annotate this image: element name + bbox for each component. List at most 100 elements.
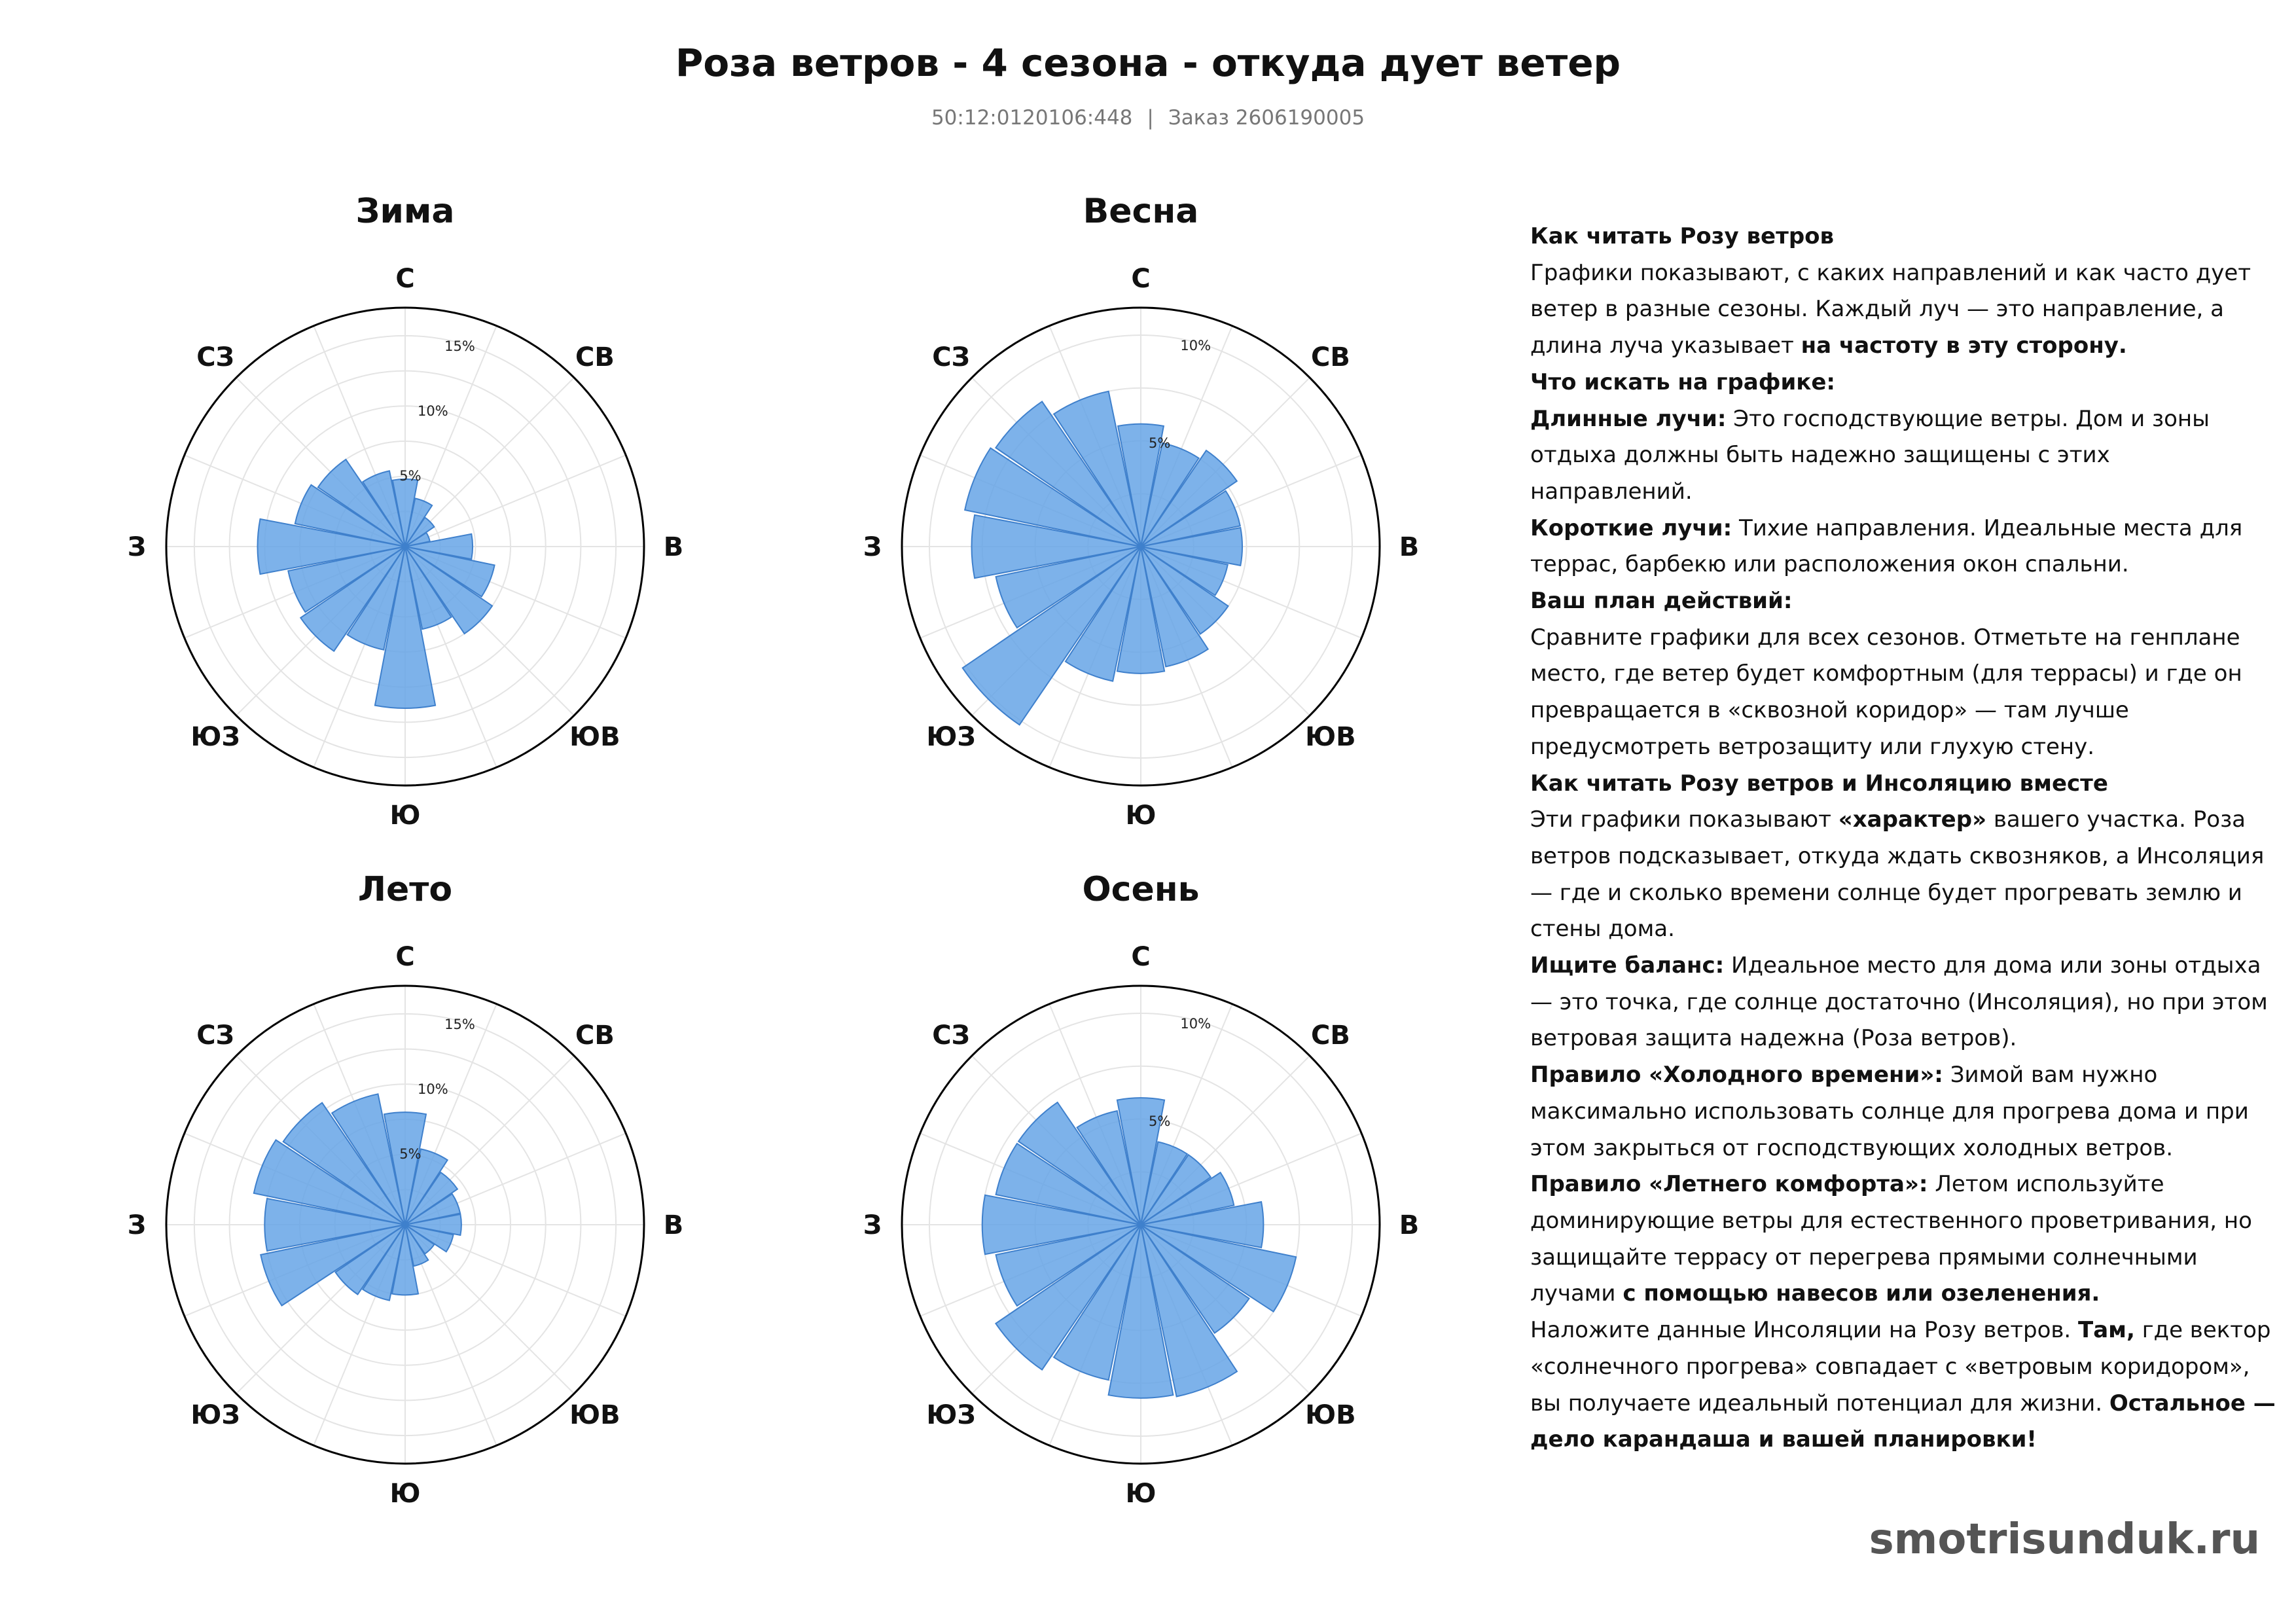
- direction-label: В: [664, 532, 684, 562]
- direction-label: Ю: [390, 1479, 421, 1509]
- grid-ring: [193, 1013, 617, 1437]
- wind-petal: [1140, 1171, 1235, 1225]
- wind-petal: [264, 1197, 406, 1252]
- wind-petal: [1140, 442, 1200, 547]
- wind-petal: [391, 1224, 420, 1296]
- wind-petal: [383, 1111, 427, 1225]
- legend-text: где вектор «солнечного прогрева» совпада…: [1530, 1317, 2271, 1416]
- direction-label: В: [1399, 532, 1420, 562]
- wind-petal: [260, 1224, 406, 1307]
- direction-label: Ю: [1126, 1479, 1157, 1509]
- wind-petal: [404, 1171, 459, 1225]
- grid-spoke: [404, 377, 575, 547]
- outer-ring: [901, 984, 1381, 1465]
- wind-petal: [1140, 546, 1229, 635]
- wind-petal: [404, 1193, 461, 1225]
- wind-petal: [971, 514, 1141, 579]
- wind-petal: [404, 546, 493, 635]
- direction-label: СВ: [575, 342, 615, 372]
- legend-emphasis: Там,: [2078, 1317, 2135, 1344]
- radial-tick-label: 5%: [399, 1146, 421, 1162]
- direction-label: С: [395, 942, 414, 972]
- radial-tick-label: 5%: [399, 468, 421, 484]
- legend-text: Сравните графики для всех сезонов. Отмет…: [1530, 624, 2242, 760]
- legend-together-heading: Как читать Розу ветров и Инсоляцию вмест…: [1530, 766, 2276, 803]
- wind-petal: [374, 546, 437, 709]
- radial-tick-label: 5%: [1149, 1113, 1170, 1129]
- direction-label: СЗ: [932, 1020, 970, 1051]
- legend-paragraph: Графики показывают, с каких направлений …: [1530, 255, 2276, 365]
- grid-ring: [228, 370, 582, 723]
- wind-petal: [1064, 546, 1141, 682]
- wind-petal: [1140, 1224, 1250, 1334]
- wind-petal: [1140, 1224, 1238, 1398]
- radial-tick-label: 15%: [444, 338, 475, 354]
- direction-label: ЮЗ: [926, 1400, 975, 1430]
- wind-petal: [1140, 546, 1229, 596]
- wind-petal: [404, 1148, 449, 1225]
- direction-label: СЗ: [932, 342, 970, 372]
- wind-petal: [995, 401, 1141, 547]
- legend-heading: Ваш план действий:: [1530, 588, 1793, 615]
- direction-label: СВ: [575, 1020, 615, 1051]
- radial-tick-label: 10%: [1180, 1016, 1211, 1032]
- direction-label: В: [1399, 1210, 1420, 1240]
- legend-term: Правило «Холодного времени»:: [1530, 1062, 1943, 1089]
- legend-text: Эти графики показывают: [1530, 806, 1839, 833]
- legend-summer-rule: Правило «Летнего комфорта»: Летом исполь…: [1530, 1166, 2276, 1312]
- direction-label: С: [395, 264, 414, 294]
- legend-text: вашего участка. Роза ветров подсказывает…: [1530, 806, 2265, 943]
- direction-label: СВ: [1311, 1020, 1350, 1051]
- grid-ring: [929, 1013, 1353, 1437]
- wind-petal: [1140, 1224, 1297, 1313]
- direction-label: ЮВ: [569, 722, 620, 752]
- wind-petal: [1140, 449, 1238, 547]
- legend-emphasis: с помощью навесов или озеленения.: [1623, 1280, 2100, 1307]
- direction-label: ЮВ: [1305, 722, 1355, 752]
- wind-petal: [317, 458, 406, 547]
- wind-petal: [404, 546, 495, 598]
- wind-petal: [1017, 1101, 1141, 1225]
- wind-petal: [391, 478, 419, 547]
- chart-title: Зима: [356, 192, 455, 231]
- legend-action-plan: Сравните графики для всех сезонов. Отмет…: [1530, 620, 2276, 766]
- wind-rose-3: Лето 5% 10% 15% С СВ В ЮВ Ю ЮЗ З СЗ: [128, 870, 683, 1509]
- wind-petal: [1140, 1153, 1212, 1225]
- grid-spoke: [404, 454, 626, 547]
- wind-petal: [1140, 546, 1210, 668]
- legend-term: Правило «Летнего комфорта»:: [1530, 1171, 1928, 1198]
- radial-tick-label: 5%: [1149, 435, 1170, 451]
- wind-petal: [1116, 1097, 1166, 1225]
- wind-petal: [404, 1224, 454, 1253]
- wind-petal: [1116, 546, 1166, 674]
- direction-label: СВ: [1311, 342, 1350, 372]
- legend-text: Графики показывают, с каких направлений …: [1530, 259, 2251, 359]
- legend-heading: Что искать на графике:: [1530, 369, 1836, 395]
- wind-petal: [995, 1224, 1141, 1371]
- wind-petal: [299, 546, 406, 653]
- direction-label: В: [664, 1210, 684, 1240]
- legend-balance: Ищите баланс: Идеальное место для дома и…: [1530, 948, 2276, 1057]
- wind-petal: [282, 1102, 406, 1225]
- direction-label: СЗ: [196, 342, 234, 372]
- chart-title: Осень: [1082, 870, 1199, 909]
- direction-label: З: [128, 532, 146, 562]
- site-url: smotrisunduk.ru: [1869, 1515, 2260, 1564]
- legend-long-rays: Длинные лучи: Это господствующие ветры. …: [1530, 401, 2276, 511]
- wind-petal: [961, 546, 1141, 726]
- wind-petal: [253, 1139, 406, 1225]
- legend-cold-rule: Правило «Холодного времени»: Зимой вам н…: [1530, 1057, 2276, 1166]
- wind-petal: [404, 546, 452, 630]
- wind-petal: [404, 1224, 429, 1267]
- outer-ring: [165, 984, 645, 1465]
- wind-petal: [334, 1224, 406, 1295]
- wind-rose-4: Осень 5% 10% С СВ В ЮВ Ю ЮЗ З СЗ: [863, 870, 1419, 1509]
- wind-petal: [1140, 490, 1241, 547]
- cadastral-number: 50:12:0120106:448: [931, 106, 1133, 130]
- legend-text: Летом используйте доминирующие ветры для…: [1530, 1171, 2252, 1307]
- legend-heading: Как читать Розу ветров: [1530, 223, 1835, 249]
- legend-term: Короткие лучи:: [1530, 514, 1732, 541]
- grid-ring: [193, 334, 617, 759]
- legend-emphasis: Остальное — дело карандаша и вашей плани…: [1530, 1390, 2276, 1453]
